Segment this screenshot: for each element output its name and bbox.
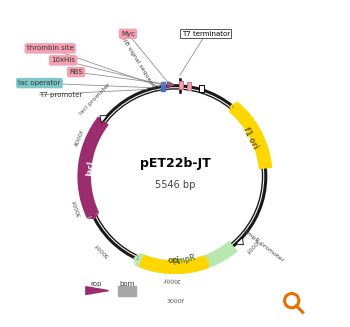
Text: 2000f: 2000f: [162, 277, 180, 282]
Text: pelB signal sequence: pelB signal sequence: [118, 33, 158, 92]
Polygon shape: [100, 116, 107, 123]
Text: lacI promoter: lacI promoter: [78, 82, 111, 116]
Text: ori: ori: [168, 256, 180, 265]
Bar: [199, 85, 204, 92]
Text: 4000f: 4000f: [74, 129, 85, 147]
Bar: [161, 81, 166, 91]
Text: AmpR promoter: AmpR promoter: [242, 228, 285, 263]
Polygon shape: [204, 255, 209, 268]
Text: 10xHis: 10xHis: [51, 58, 75, 63]
Text: 1000f: 1000f: [244, 237, 259, 254]
Text: f1 ori: f1 ori: [241, 126, 259, 150]
Text: T7 terminator: T7 terminator: [182, 31, 230, 37]
Text: rop: rop: [90, 282, 101, 287]
Text: Myc: Myc: [121, 31, 135, 37]
Polygon shape: [236, 237, 243, 245]
Text: 5000f: 5000f: [94, 241, 110, 257]
Polygon shape: [86, 287, 108, 295]
Text: bom: bom: [119, 282, 135, 287]
Text: 3000f: 3000f: [72, 199, 82, 217]
Bar: [179, 81, 183, 89]
Polygon shape: [168, 82, 174, 88]
Polygon shape: [139, 254, 209, 274]
Text: 3000f: 3000f: [166, 299, 184, 304]
Text: lac operator: lac operator: [18, 80, 61, 86]
Polygon shape: [87, 213, 99, 219]
Text: RBS: RBS: [69, 69, 83, 75]
Polygon shape: [229, 102, 272, 169]
Text: AmpR: AmpR: [173, 253, 197, 267]
Bar: [187, 82, 191, 90]
Text: T7 promoter: T7 promoter: [40, 92, 83, 98]
Text: pET22b-JT: pET22b-JT: [140, 157, 210, 170]
Polygon shape: [77, 116, 109, 218]
Text: thrombin site: thrombin site: [27, 45, 74, 51]
Bar: [118, 286, 136, 296]
Polygon shape: [134, 253, 140, 265]
Polygon shape: [229, 101, 237, 112]
Text: lacI: lacI: [86, 160, 97, 176]
Text: 5546 bp: 5546 bp: [155, 180, 195, 190]
Polygon shape: [135, 241, 238, 274]
